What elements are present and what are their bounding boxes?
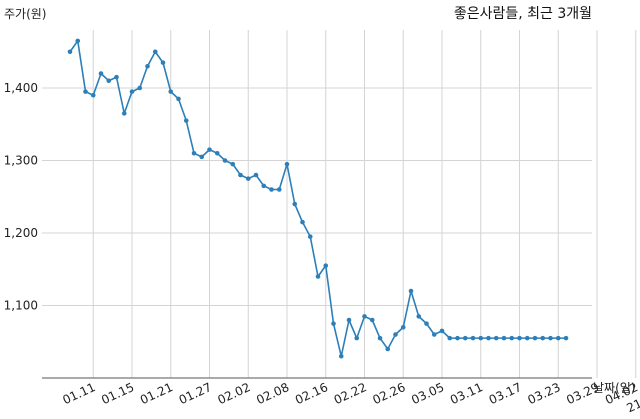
- data-point: [354, 335, 360, 341]
- data-point: [563, 335, 569, 341]
- x-tick-label: 01.15: [99, 380, 136, 407]
- data-point: [424, 321, 429, 326]
- data-point: [137, 85, 143, 91]
- data-point: [106, 78, 112, 84]
- data-point: [145, 63, 150, 69]
- chart-title: 좋은사람들, 최근 3개월: [454, 6, 592, 22]
- data-point: [98, 71, 104, 76]
- data-point: [83, 89, 88, 94]
- data-point: [532, 335, 538, 341]
- data-point: [346, 317, 352, 323]
- data-point: [90, 92, 96, 98]
- data-point: [183, 118, 189, 123]
- x-tick-label: 02.22: [332, 380, 369, 407]
- data-point: [129, 89, 135, 94]
- x-tick-label: 03.17: [487, 380, 524, 407]
- data-point: [493, 335, 499, 341]
- data-point: [408, 288, 414, 294]
- data-point: [338, 353, 344, 359]
- x-tick-label: 01.21: [138, 380, 175, 407]
- x-tick-label: 02.08: [254, 380, 291, 407]
- x-tick-label: 01.27: [177, 380, 214, 407]
- data-point: [331, 321, 336, 326]
- data-point: [300, 219, 305, 225]
- data-point: [253, 172, 259, 178]
- y-tick-label: 1,400: [4, 81, 38, 95]
- data-point: [439, 328, 445, 334]
- data-point: [152, 49, 158, 55]
- data-point: [393, 332, 398, 337]
- data-point: [400, 324, 406, 330]
- y-axis-title: 주가(원): [4, 7, 46, 21]
- data-point: [462, 335, 468, 341]
- data-point: [548, 335, 553, 341]
- data-point: [222, 158, 228, 163]
- x-tick-label: 03.05: [409, 380, 446, 407]
- data-point: [447, 335, 453, 341]
- x-tick-label: 02.26: [370, 380, 407, 407]
- x-tick-labels: 01.11 01.15 01.21 01.27 02.02 02.08 02.16 02.22…: [60, 380, 640, 415]
- data-point: [524, 335, 530, 341]
- x-tick-label: 03.11: [448, 380, 485, 407]
- data-point: [168, 89, 174, 94]
- data-point: [362, 314, 367, 319]
- data-point: [470, 335, 476, 341]
- data-point: [455, 335, 460, 341]
- data-point: [478, 335, 484, 341]
- data-point: [121, 111, 127, 116]
- data-point: [315, 274, 321, 279]
- data-point: [307, 234, 313, 239]
- series-layer: [67, 38, 569, 359]
- data-point: [377, 335, 383, 341]
- data-point: [284, 161, 290, 167]
- data-point: [517, 335, 522, 341]
- y-tick-label: 1,200: [4, 226, 38, 240]
- y-tick-label: 1,100: [4, 299, 38, 313]
- data-point: [230, 161, 236, 167]
- x-axis-title: 날짜(일): [593, 381, 635, 395]
- data-point: [114, 74, 119, 80]
- x-tick-label: 02.02: [215, 380, 252, 407]
- data-point: [276, 187, 282, 192]
- data-point: [191, 150, 197, 156]
- x-tick-label: 01.11: [60, 380, 97, 407]
- data-point: [369, 317, 375, 323]
- data-point: [431, 332, 437, 337]
- data-point: [199, 154, 205, 160]
- data-point: [486, 335, 491, 341]
- data-point: [176, 96, 181, 102]
- data-point: [67, 49, 73, 55]
- data-point: [292, 201, 298, 207]
- data-point: [509, 335, 515, 341]
- data-point: [555, 335, 561, 341]
- data-point: [245, 176, 251, 181]
- data-point: [214, 150, 220, 156]
- data-point: [269, 187, 274, 192]
- y-tick-label: 1,300: [4, 154, 38, 168]
- data-point: [323, 263, 329, 268]
- data-point: [261, 183, 267, 189]
- data-point: [416, 314, 422, 319]
- data-point: [207, 147, 212, 152]
- data-point: [385, 346, 391, 352]
- x-tick-label: 02.16: [293, 380, 330, 407]
- data-point: [540, 335, 546, 341]
- data-point: [75, 38, 81, 44]
- x-tick-label: 03.23: [525, 380, 562, 407]
- data-point: [160, 60, 166, 65]
- grid-lines: [42, 30, 637, 378]
- data-point: [238, 172, 243, 178]
- y-tick-labels: 1,100 1,200 1,300 1,400: [4, 81, 38, 313]
- data-point: [501, 335, 507, 341]
